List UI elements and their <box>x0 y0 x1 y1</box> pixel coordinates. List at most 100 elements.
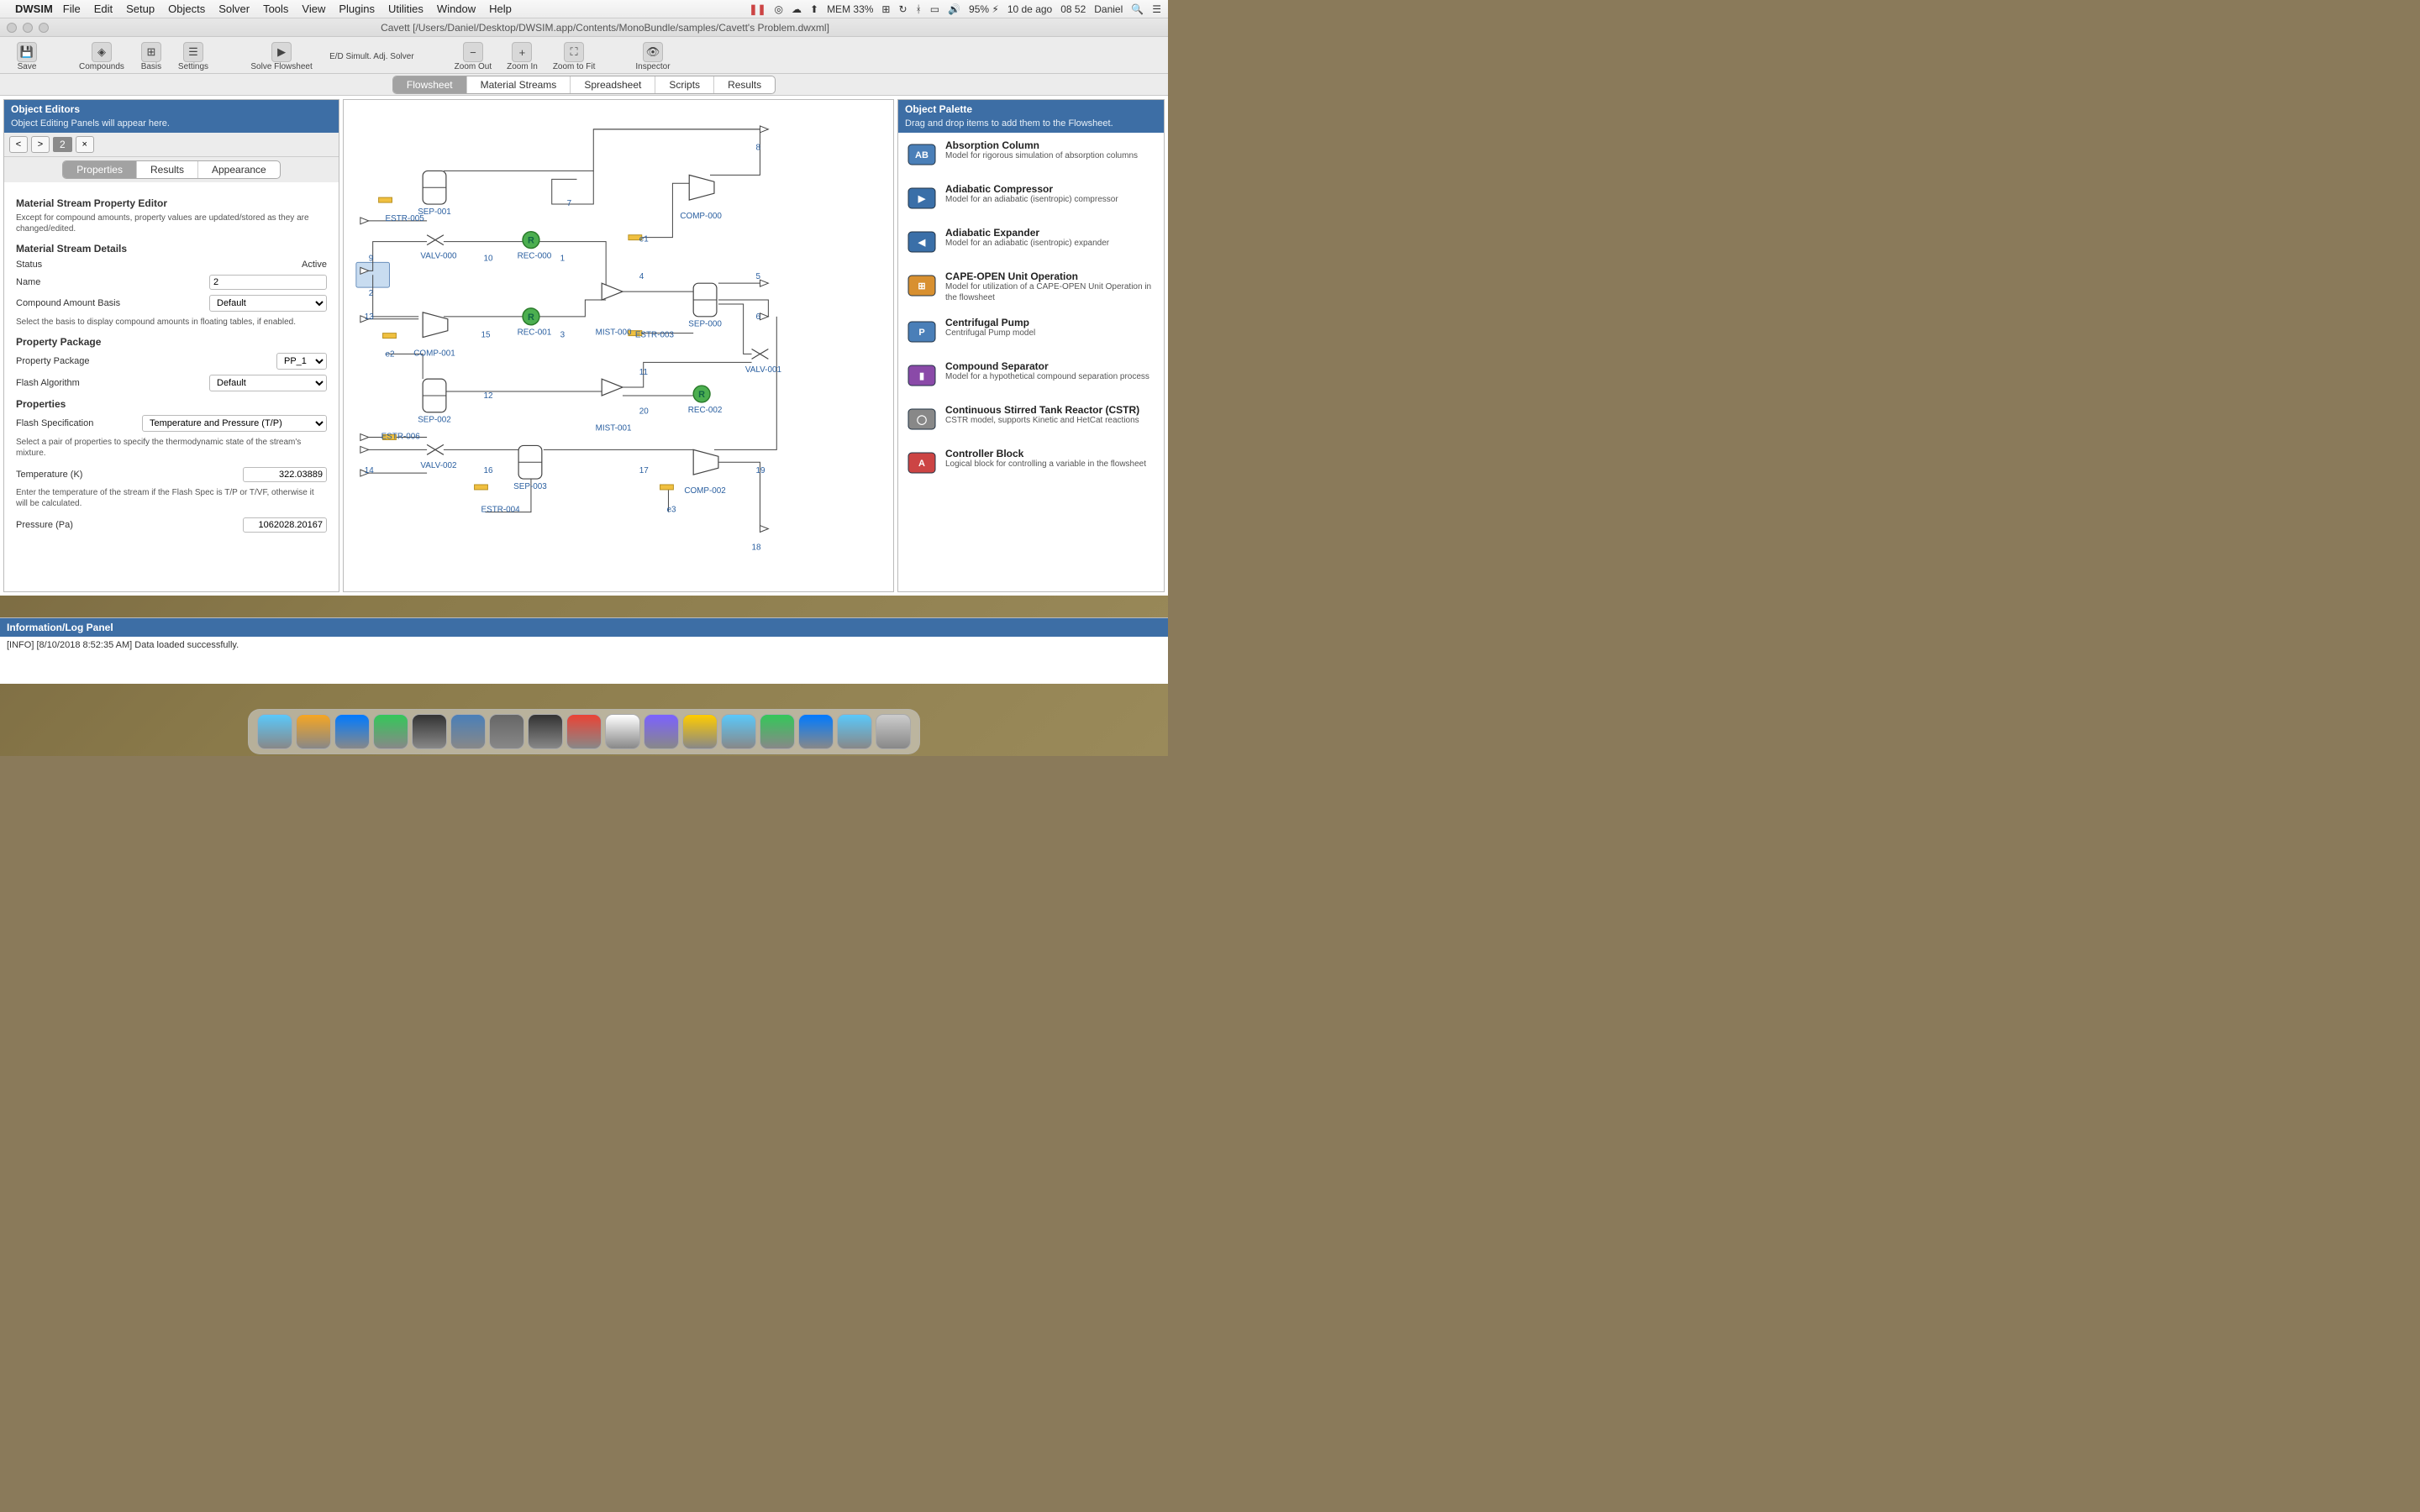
sync-icon[interactable]: ◎ <box>775 3 783 15</box>
unit-COMP-002[interactable] <box>693 449 718 475</box>
pager-prev[interactable]: < <box>9 136 28 153</box>
palette-item[interactable]: ▮Compound SeparatorModel for a hypotheti… <box>898 354 1164 397</box>
timemachine-icon[interactable]: ↻ <box>898 3 907 15</box>
palette-item[interactable]: AController BlockLogical block for contr… <box>898 441 1164 485</box>
dock-app[interactable] <box>644 714 679 749</box>
tab-flowsheet[interactable]: Flowsheet <box>393 76 467 93</box>
unit-REC-002[interactable]: R <box>693 386 710 402</box>
dock-app[interactable] <box>760 714 795 749</box>
unit-MIST-000[interactable] <box>602 283 623 300</box>
menu-plugins[interactable]: Plugins <box>339 3 375 15</box>
dock-app[interactable] <box>837 714 872 749</box>
menu-setup[interactable]: Setup <box>126 3 155 15</box>
unit-MIST-001[interactable] <box>602 379 623 396</box>
battery-indicator[interactable]: 95% ⚡︎ <box>969 3 999 15</box>
palette-item[interactable]: PCentrifugal PumpCentrifugal Pump model <box>898 310 1164 354</box>
pager-number[interactable]: 2 <box>53 137 72 152</box>
dock-app[interactable] <box>566 714 602 749</box>
unit-REC-001[interactable]: R <box>523 308 539 325</box>
solve-button[interactable]: ▶Solve Flowsheet <box>244 42 319 71</box>
time[interactable]: 08 52 <box>1060 3 1086 15</box>
dock-app[interactable] <box>296 714 331 749</box>
settings-button[interactable]: ☰Settings <box>173 42 213 71</box>
menu-edit[interactable]: Edit <box>94 3 113 15</box>
date[interactable]: 10 de ago <box>1007 3 1052 15</box>
dock-app[interactable] <box>682 714 718 749</box>
ed-solver-button[interactable]: E/D Simult. Adj. Solver <box>324 52 419 61</box>
unit-SEP-003[interactable] <box>518 445 542 479</box>
dock-app[interactable] <box>721 714 756 749</box>
compounds-button[interactable]: ◈Compounds <box>74 42 129 71</box>
minimize-button[interactable] <box>23 23 33 33</box>
menu-tools[interactable]: Tools <box>263 3 288 15</box>
menu-window[interactable]: Window <box>437 3 476 15</box>
notification-icon[interactable]: ☰ <box>1152 3 1161 15</box>
press-field[interactable] <box>243 517 327 533</box>
menu-objects[interactable]: Objects <box>168 3 205 15</box>
pp-select[interactable]: PP_1 <box>276 353 327 370</box>
save-button[interactable]: 💾Save <box>10 42 44 71</box>
spotlight-icon[interactable]: 🔍 <box>1131 3 1144 15</box>
menu-view[interactable]: View <box>302 3 325 15</box>
inspector-button[interactable]: 👁Inspector <box>630 42 675 71</box>
zoom-button[interactable] <box>39 23 49 33</box>
tab-scripts[interactable]: Scripts <box>655 76 714 93</box>
dock-app[interactable] <box>257 714 292 749</box>
palette-item[interactable]: ◀Adiabatic ExpanderModel for an adiabati… <box>898 220 1164 264</box>
menu-file[interactable]: File <box>63 3 81 15</box>
pause-icon[interactable]: ❚❚ <box>749 3 765 15</box>
palette-item[interactable]: ⊞CAPE-OPEN Unit OperationModel for utili… <box>898 264 1164 310</box>
unit-REC-000[interactable]: R <box>523 232 539 249</box>
app-name[interactable]: DWSIM <box>15 3 53 15</box>
cloud-icon[interactable]: ☁ <box>792 3 802 15</box>
palette-item[interactable]: ABAbsorption ColumnModel for rigorous si… <box>898 133 1164 176</box>
unit-SEP-000[interactable] <box>693 283 717 317</box>
dock-app[interactable] <box>605 714 640 749</box>
dock-app[interactable] <box>528 714 563 749</box>
bluetooth-icon[interactable]: ᚼ <box>916 3 922 15</box>
dock-app[interactable] <box>798 714 834 749</box>
zoomin-button[interactable]: +Zoom In <box>502 42 543 71</box>
tab-results[interactable]: Results <box>714 76 775 93</box>
basis-button[interactable]: ⊞Basis <box>134 42 168 71</box>
user[interactable]: Daniel <box>1094 3 1123 15</box>
palette-item[interactable]: ◯Continuous Stirred Tank Reactor (CSTR)C… <box>898 397 1164 441</box>
tab-results-inner[interactable]: Results <box>137 161 198 178</box>
mem-indicator[interactable]: MEM 33% <box>827 3 873 15</box>
tab-appearance[interactable]: Appearance <box>198 161 280 178</box>
dock-app[interactable] <box>412 714 447 749</box>
unit-VALV-000[interactable] <box>427 235 444 245</box>
tab-spreadsheet[interactable]: Spreadsheet <box>571 76 655 93</box>
zoomout-button[interactable]: −Zoom Out <box>450 42 497 71</box>
cloud-up-icon[interactable]: ⬆ <box>810 3 818 15</box>
close-button[interactable] <box>7 23 17 33</box>
basis-select[interactable]: Default <box>209 295 327 312</box>
dock-app[interactable] <box>876 714 911 749</box>
palette-item[interactable]: ▶Adiabatic CompressorModel for an adiaba… <box>898 176 1164 220</box>
display-icon[interactable]: ▭ <box>930 3 939 15</box>
menu-utilities[interactable]: Utilities <box>388 3 424 15</box>
dock-app[interactable] <box>373 714 408 749</box>
temp-field[interactable] <box>243 467 327 482</box>
name-field[interactable] <box>209 275 327 290</box>
flowsheet-canvas[interactable]: SEP-001COMP-000VALV-000RREC-000MIST-000S… <box>343 99 894 592</box>
menu-help[interactable]: Help <box>489 3 512 15</box>
zoomfit-button[interactable]: ⛶Zoom to Fit <box>548 42 601 71</box>
unit-COMP-000[interactable] <box>689 175 714 200</box>
volume-icon[interactable]: 🔊 <box>948 3 960 15</box>
spec-select[interactable]: Temperature and Pressure (T/P) <box>142 415 327 432</box>
unit-SEP-002[interactable] <box>423 379 446 412</box>
tab-properties[interactable]: Properties <box>63 161 137 178</box>
tab-material-streams[interactable]: Material Streams <box>467 76 571 93</box>
unit-SEP-001[interactable] <box>423 171 446 204</box>
menu-solver[interactable]: Solver <box>218 3 250 15</box>
dock-app[interactable] <box>489 714 524 749</box>
unit-VALV-001[interactable] <box>752 349 769 359</box>
pager-close[interactable]: × <box>76 136 94 153</box>
pager-next[interactable]: > <box>31 136 50 153</box>
dock-app[interactable] <box>334 714 370 749</box>
unit-VALV-002[interactable] <box>427 444 444 454</box>
grid-icon[interactable]: ⊞ <box>881 3 890 15</box>
flash-select[interactable]: Default <box>209 375 327 391</box>
dock-app[interactable] <box>450 714 486 749</box>
